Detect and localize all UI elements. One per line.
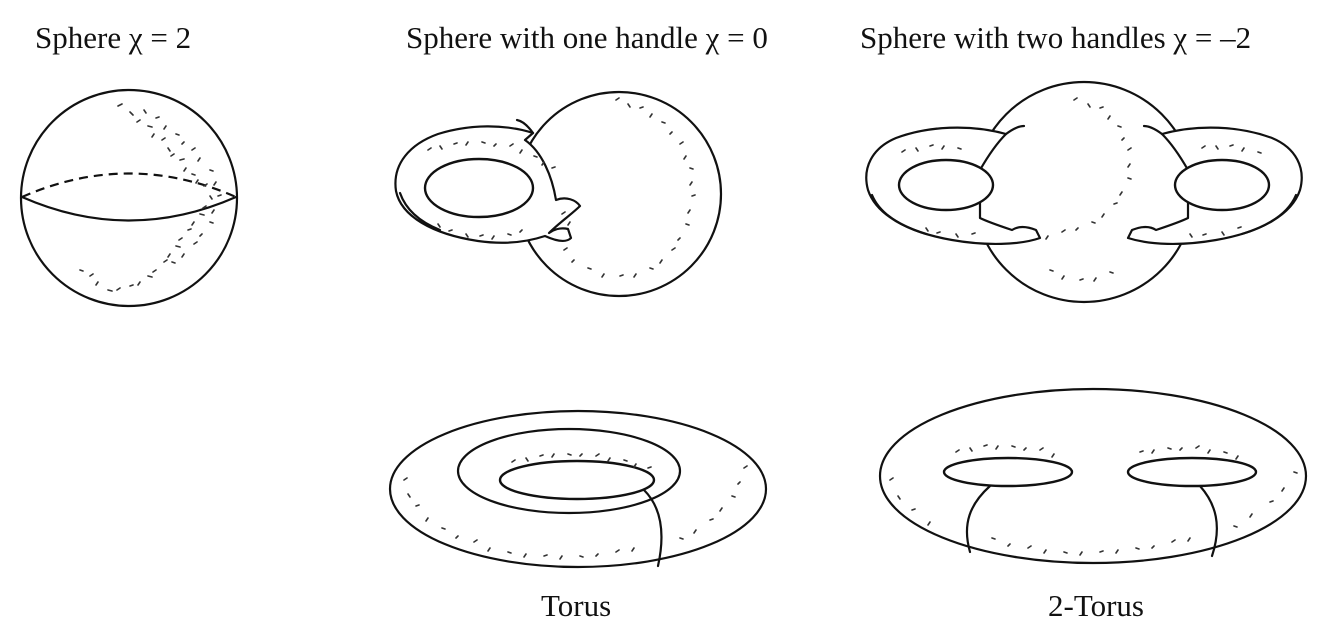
two-handles-label: Sphere with two handles χ = –2 bbox=[860, 20, 1252, 55]
sphere-shading bbox=[79, 103, 222, 292]
one-handle-label: Sphere with one handle χ = 0 bbox=[406, 20, 768, 55]
one-handle-shading bbox=[427, 97, 696, 278]
sphere-label: Sphere χ = 2 bbox=[35, 20, 192, 55]
two-torus-drawing bbox=[878, 387, 1308, 565]
torus-shading bbox=[403, 453, 748, 560]
torus-drawing bbox=[388, 409, 768, 569]
sphere-drawing bbox=[19, 88, 239, 308]
two-torus-shading bbox=[889, 444, 1298, 556]
two-torus-label: 2-Torus bbox=[1048, 588, 1144, 623]
torus-label: Torus bbox=[541, 588, 612, 623]
two-handles-shading bbox=[901, 97, 1262, 282]
one-handle-drawing bbox=[394, 90, 723, 298]
two-handles-drawing bbox=[865, 80, 1303, 304]
